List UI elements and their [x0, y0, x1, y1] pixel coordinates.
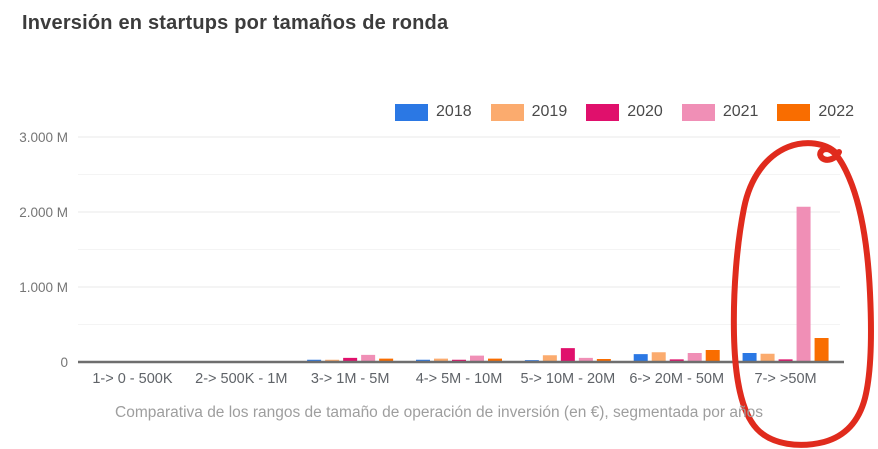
legend-item-2021: 2021 — [681, 103, 759, 121]
bar-2020-6 — [669, 359, 684, 362]
x-category-label: 5-> 10M - 20M — [521, 371, 616, 387]
x-category-label: 6-> 20M - 50M — [629, 371, 724, 387]
chart-caption: Comparativa de los rangos de tamaño de o… — [115, 404, 763, 421]
bar-2019-4 — [434, 358, 448, 362]
legend-label: 2021 — [722, 103, 759, 120]
bar-2021-5 — [578, 357, 593, 362]
legend-label: 2018 — [436, 103, 472, 120]
legend-swatch-2022 — [777, 103, 811, 121]
bar-2022-5 — [596, 359, 611, 362]
legend-swatch-2021 — [681, 103, 715, 121]
bar-2021-4 — [470, 355, 484, 362]
chart-legend: 2018 2019 2020 2021 2022 — [395, 103, 854, 121]
bar-2019-7 — [760, 353, 775, 362]
legend-item-2022: 2022 — [777, 103, 854, 121]
x-category-label: 2-> 500K - 1M — [195, 371, 287, 387]
x-category-label: 1-> 0 - 500K — [92, 371, 173, 387]
bar-2020-5 — [560, 348, 575, 362]
legend-swatch-2020 — [586, 103, 620, 121]
legend-swatch-2018 — [395, 103, 429, 121]
bar-2020-3 — [343, 357, 358, 362]
bar-2018-6 — [633, 354, 648, 362]
bar-2022-6 — [705, 350, 720, 362]
legend-label: 2019 — [531, 103, 568, 120]
x-category-label: 4-> 5M - 10M — [416, 371, 503, 387]
legend-label: 2020 — [627, 103, 663, 120]
y-tick-label: 0 — [60, 355, 68, 370]
bar-2022-3 — [379, 358, 394, 362]
chart-title: Inversión en startups por tamaños de ron… — [22, 12, 449, 34]
bar-2020-7 — [778, 359, 793, 362]
bar-2019-5 — [542, 355, 557, 362]
hand-drawn-ellipse — [730, 140, 874, 448]
bar-2021-3 — [361, 354, 376, 362]
legend-item-2018: 2018 — [395, 103, 472, 121]
bar-2021-7 — [796, 206, 811, 362]
x-category-label: 7-> >50M — [755, 371, 817, 387]
y-tick-label: 3.000 M — [19, 130, 68, 145]
bar-2019-6 — [651, 352, 666, 362]
legend-swatch-2019 — [490, 103, 524, 121]
legend-label: 2022 — [818, 103, 854, 120]
y-tick-label: 2.000 M — [19, 205, 68, 220]
y-tick-label: 1.000 M — [19, 280, 68, 295]
bar-2022-4 — [488, 358, 502, 362]
bar-2018-7 — [742, 353, 757, 362]
bar-2022-7 — [814, 338, 829, 362]
legend-item-2019: 2019 — [490, 103, 568, 121]
x-category-label: 3-> 1M - 5M — [311, 371, 390, 387]
legend-item-2020: 2020 — [586, 103, 663, 121]
bar-2021-6 — [687, 353, 702, 362]
